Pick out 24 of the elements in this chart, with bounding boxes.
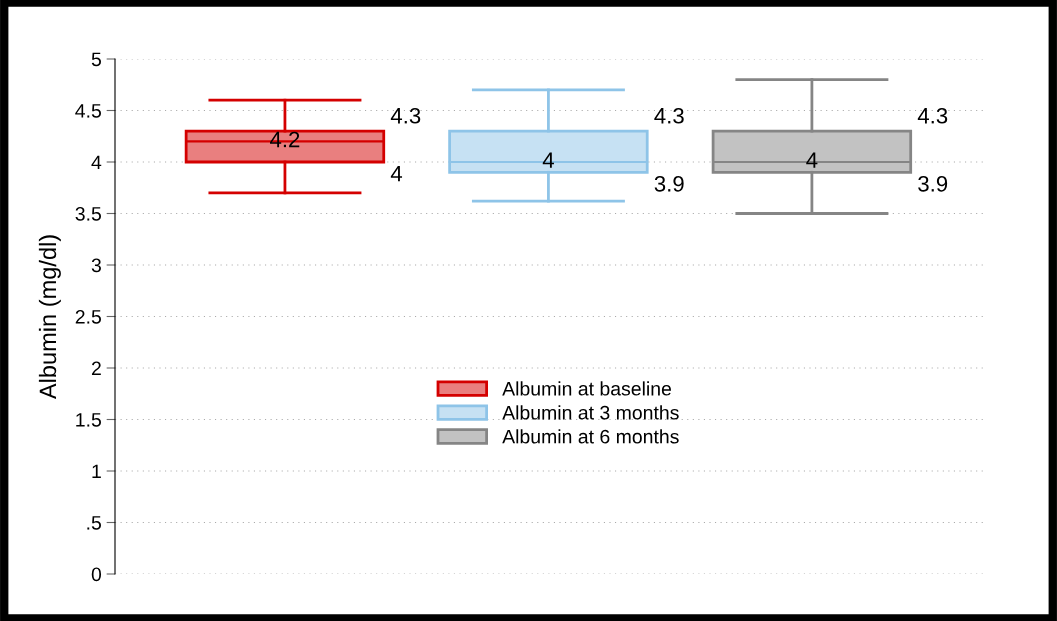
y-tick-label: 3.5 xyxy=(75,206,101,221)
y-tick-label: 1.5 xyxy=(76,413,101,427)
y-tick-label: 3 xyxy=(91,258,101,273)
text: 4.3 xyxy=(390,107,421,124)
y-tick-label: 2 xyxy=(91,361,101,376)
y-tick-label: 4 xyxy=(91,155,102,170)
text: 4 xyxy=(390,165,403,182)
legend-label: Albumin at 6 months xyxy=(502,429,679,444)
y-axis-title: Albumin (mg/dl) xyxy=(38,235,61,400)
text: 3.9 xyxy=(918,175,948,192)
text: 4 xyxy=(542,152,554,168)
y-tick-label: .5 xyxy=(87,516,101,530)
y-tick-label: 0 xyxy=(91,567,102,582)
y-tick-label: 1 xyxy=(92,464,101,479)
y-tick-label: 5 xyxy=(91,52,101,67)
text: 3.9 xyxy=(654,175,684,192)
text: 4.2 xyxy=(270,131,300,148)
text: 4 xyxy=(806,152,818,168)
text: 4.3 xyxy=(654,107,684,124)
y-tick-label: 2.5 xyxy=(75,309,101,324)
text: 4.3 xyxy=(917,107,948,124)
legend-label: Albumin at 3 months xyxy=(502,405,679,420)
legend-label: Albumin at baseline xyxy=(502,381,671,396)
y-tick-label: 4.5 xyxy=(75,104,101,118)
